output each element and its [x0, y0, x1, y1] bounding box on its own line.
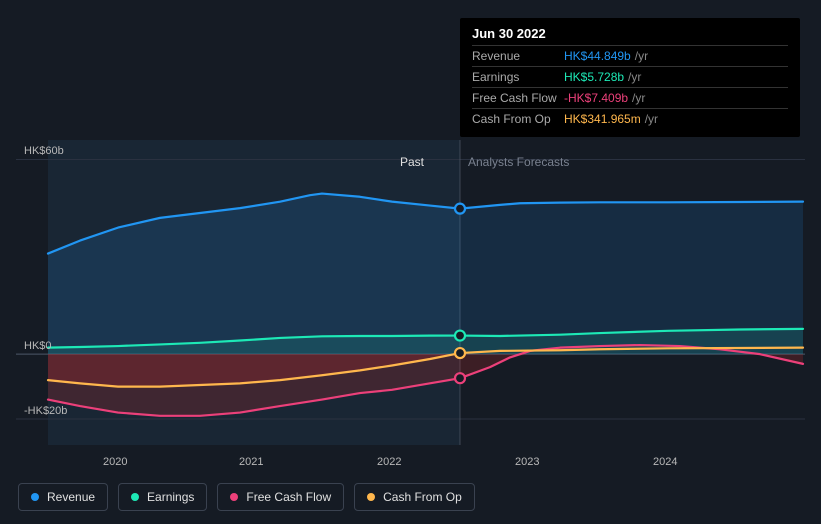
tooltip-row-unit: /yr: [628, 70, 641, 84]
tooltip-row: EarningsHK$5.728b/yr: [472, 66, 788, 87]
tooltip-row-value: HK$44.849b: [564, 49, 631, 63]
x-axis-label: 2021: [239, 456, 263, 468]
y-axis-label: HK$60b: [24, 145, 64, 157]
y-axis-label: -HK$20b: [24, 405, 67, 417]
legend-dot-icon: [131, 493, 139, 501]
legend-item-earnings[interactable]: Earnings: [118, 483, 207, 511]
x-axis-label: 2024: [653, 456, 677, 468]
past-section-label: Past: [400, 155, 424, 169]
tooltip-row-label: Earnings: [472, 70, 564, 84]
tooltip-row-label: Revenue: [472, 49, 564, 63]
legend-dot-icon: [230, 493, 238, 501]
x-axis-label: 2020: [103, 456, 127, 468]
legend-item-cash-from-op[interactable]: Cash From Op: [354, 483, 475, 511]
tooltip-row: Cash From OpHK$341.965m/yr: [472, 108, 788, 129]
y-axis-label: HK$0: [24, 340, 52, 352]
legend-item-label: Earnings: [147, 490, 194, 504]
tooltip-row-unit: /yr: [645, 112, 658, 126]
legend-item-label: Free Cash Flow: [246, 490, 331, 504]
tooltip-row-label: Free Cash Flow: [472, 91, 564, 105]
forecast-section-label: Analysts Forecasts: [468, 155, 569, 169]
tooltip-row-value: -HK$7.409b: [564, 91, 628, 105]
chart-legend: Revenue Earnings Free Cash Flow Cash From O…: [18, 483, 475, 511]
legend-item-free-cash-flow[interactable]: Free Cash Flow: [217, 483, 344, 511]
tooltip-row-label: Cash From Op: [472, 112, 564, 126]
tooltip-row-value: HK$5.728b: [564, 70, 624, 84]
tooltip-row-unit: /yr: [635, 49, 648, 63]
x-axis-label: 2023: [515, 456, 539, 468]
legend-item-label: Cash From Op: [383, 490, 462, 504]
tooltip-date: Jun 30 2022: [472, 26, 788, 41]
legend-item-label: Revenue: [47, 490, 95, 504]
chart-tooltip: Jun 30 2022 RevenueHK$44.849b/yrEarnings…: [460, 18, 800, 137]
tooltip-row: Free Cash Flow-HK$7.409b/yr: [472, 87, 788, 108]
tooltip-row-value: HK$341.965m: [564, 112, 641, 126]
legend-item-revenue[interactable]: Revenue: [18, 483, 108, 511]
tooltip-row-unit: /yr: [632, 91, 645, 105]
legend-dot-icon: [367, 493, 375, 501]
tooltip-row: RevenueHK$44.849b/yr: [472, 45, 788, 66]
legend-dot-icon: [31, 493, 39, 501]
x-axis-label: 2022: [377, 456, 401, 468]
